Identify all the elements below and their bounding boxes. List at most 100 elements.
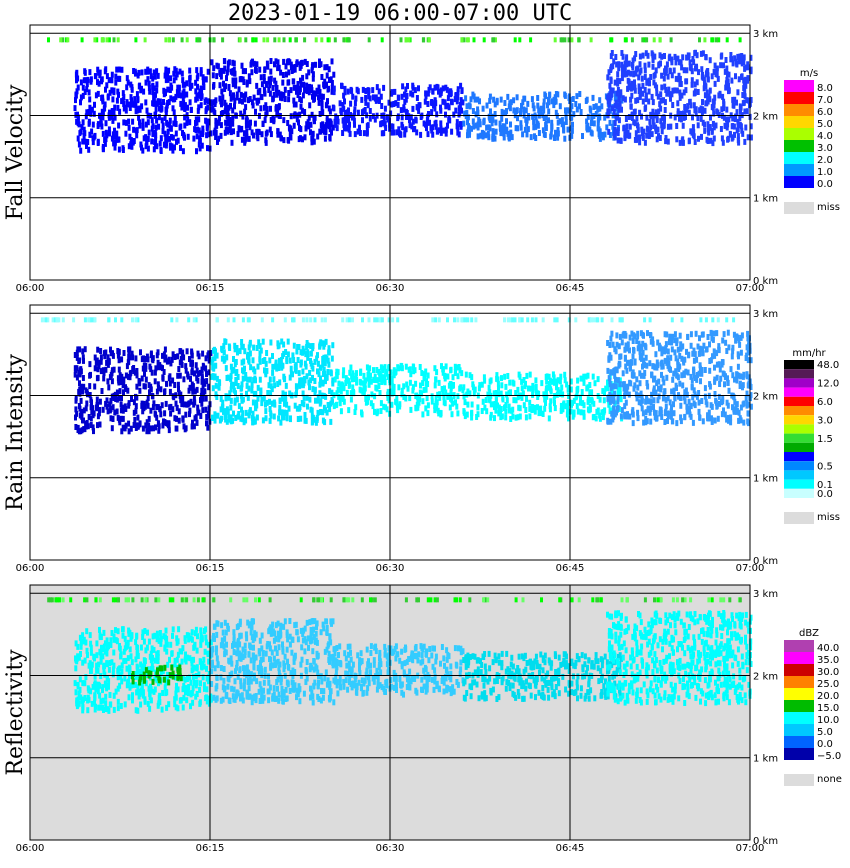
echo-pixel	[297, 85, 301, 92]
echo-pixel	[125, 84, 129, 91]
echo-pixel	[116, 698, 120, 705]
echo-pixel	[132, 68, 136, 74]
top-strip-pixel	[434, 317, 438, 323]
echo-pixel	[280, 135, 283, 142]
echo-pixel	[95, 640, 99, 647]
echo-pixel	[107, 77, 111, 84]
echo-pixel	[593, 380, 597, 387]
echo-pixel	[129, 81, 133, 88]
echo-pixel	[440, 363, 443, 370]
echo-pixel	[714, 399, 718, 406]
echo-pixel	[394, 100, 398, 107]
echo-pixel	[614, 348, 618, 355]
echo-pixel	[191, 383, 195, 390]
echo-pixel	[301, 92, 305, 99]
echo-pixel	[110, 135, 114, 142]
echo-pixel	[267, 87, 271, 93]
echo-pixel	[268, 126, 272, 133]
echo-pixel	[436, 391, 440, 398]
echo-pixel	[240, 62, 244, 69]
echo-pixel	[251, 399, 255, 406]
echo-pixel	[217, 384, 221, 391]
echo-pixel	[166, 86, 170, 93]
echo-pixel	[155, 87, 159, 94]
echo-pixel	[218, 82, 222, 89]
echo-pixel	[591, 373, 595, 380]
echo-pixel	[109, 397, 113, 404]
echo-pixel	[218, 95, 222, 102]
echo-pixel	[180, 401, 184, 408]
echo-pixel	[309, 350, 313, 357]
echo-pixel	[517, 371, 521, 378]
echo-pixel	[620, 64, 624, 71]
echo-pixel	[108, 401, 112, 408]
echo-pixel	[255, 82, 259, 89]
echo-pixel	[454, 92, 458, 98]
echo-pixel	[392, 367, 396, 374]
echo-pixel	[708, 87, 712, 94]
echo-pixel	[134, 408, 138, 414]
echo-pixel	[179, 123, 183, 130]
echo-pixel	[373, 116, 377, 123]
top-strip-pixel	[456, 317, 460, 323]
top-strip-pixel	[341, 317, 345, 323]
echo-pixel	[351, 384, 355, 391]
echo-pixel	[367, 375, 371, 382]
echo-pixel	[230, 367, 234, 374]
echo-pixel	[225, 354, 229, 361]
echo-pixel	[147, 80, 151, 87]
echo-pixel	[652, 397, 656, 404]
echo-pixel	[240, 125, 244, 132]
echo-pixel	[433, 84, 437, 91]
echo-pixel	[188, 407, 192, 414]
echo-pixel	[287, 96, 291, 103]
echo-pixel	[436, 84, 440, 91]
echo-pixel	[379, 400, 383, 407]
echo-pixel	[200, 387, 204, 394]
echo-pixel	[194, 414, 198, 421]
echo-pixel	[264, 139, 268, 146]
echo-pixel	[611, 105, 614, 112]
echo-pixel	[404, 86, 408, 93]
echo-pixel	[745, 344, 749, 351]
echo-pixel	[695, 52, 699, 59]
echo-pixel	[191, 359, 194, 366]
echo-pixel	[629, 103, 633, 110]
echo-pixel	[167, 427, 171, 434]
echo-pixel	[117, 352, 121, 359]
echo-pixel	[79, 366, 83, 373]
echo-pixel	[78, 386, 82, 393]
echo-pixel	[250, 99, 254, 106]
echo-pixel	[311, 90, 315, 97]
echo-pixel	[188, 99, 192, 106]
echo-pixel	[727, 116, 731, 123]
echo-pixel	[170, 84, 174, 91]
echo-pixel	[182, 694, 186, 701]
echo-pixel	[197, 141, 201, 148]
echo-pixel	[425, 395, 429, 402]
echo-pixel	[487, 384, 491, 391]
echo-pixel	[225, 406, 229, 413]
echo-pixel	[99, 358, 103, 365]
echo-pixel	[122, 424, 126, 431]
echo-pixel	[201, 378, 205, 385]
echo-pixel	[331, 342, 335, 349]
echo-pixel	[411, 91, 415, 98]
echo-pixel	[155, 404, 159, 410]
echo-pixel	[508, 105, 512, 112]
echo-pixel	[659, 384, 663, 391]
echo-pixel	[598, 105, 602, 112]
echo-pixel	[437, 410, 441, 417]
echo-pixel	[326, 98, 329, 105]
echo-pixel	[740, 127, 744, 134]
echo-pixel	[322, 128, 326, 135]
top-strip-pixel	[446, 317, 449, 323]
echo-pixel	[176, 353, 180, 360]
echo-pixel	[733, 96, 737, 103]
echo-pixel	[466, 388, 470, 395]
top-strip-pixel	[511, 317, 515, 323]
echo-pixel	[531, 102, 535, 109]
top-strip-pixel	[462, 37, 466, 43]
echo-pixel	[112, 140, 116, 147]
echo-pixel	[662, 114, 666, 121]
